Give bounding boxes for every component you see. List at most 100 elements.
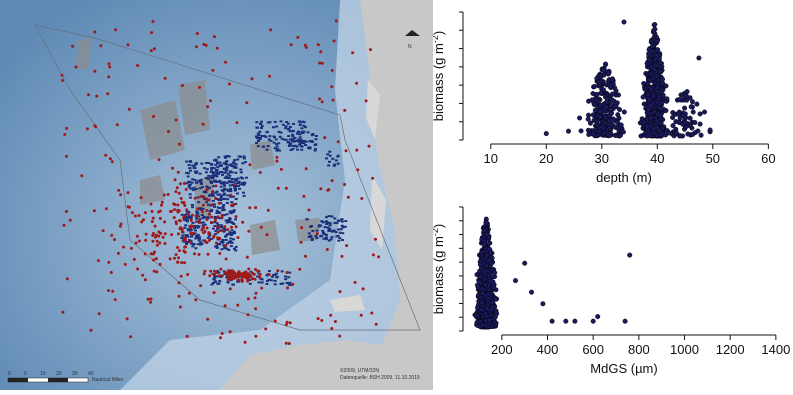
transect-segment xyxy=(214,245,218,248)
sampling-station xyxy=(64,210,68,213)
transect-segment xyxy=(211,177,215,180)
transect-segment xyxy=(230,229,234,232)
sampling-station xyxy=(228,330,232,334)
transect-segment xyxy=(226,233,229,236)
sampling-station xyxy=(186,212,190,216)
sampling-station xyxy=(65,126,69,130)
transect-segment xyxy=(328,222,332,225)
sampling-station xyxy=(220,332,224,335)
sampling-station xyxy=(316,43,320,47)
data-point xyxy=(697,121,703,127)
sampling-station xyxy=(226,228,230,232)
sampling-station xyxy=(331,98,335,102)
transect-segment xyxy=(330,236,334,239)
sampling-station xyxy=(162,193,166,197)
sampling-station xyxy=(351,51,355,55)
transect-segment xyxy=(211,172,215,175)
sampling-station xyxy=(189,226,193,230)
transect-segment xyxy=(324,238,328,241)
data-point xyxy=(482,276,488,282)
transect-segment xyxy=(202,167,206,170)
transect-segment xyxy=(256,132,260,135)
sampling-station xyxy=(170,233,174,237)
data-point xyxy=(649,43,655,49)
sampling-station xyxy=(151,216,155,220)
data-point xyxy=(658,68,664,74)
transect-segment xyxy=(199,241,203,244)
sampling-station xyxy=(108,157,112,161)
transect-segment xyxy=(268,121,272,124)
sampling-station xyxy=(151,20,155,23)
sampling-station xyxy=(129,335,133,339)
transect-segment xyxy=(218,161,222,164)
sampling-station xyxy=(276,269,280,273)
data-point xyxy=(609,91,615,97)
data-point xyxy=(488,278,494,284)
sampling-station xyxy=(94,125,98,129)
transect-segment xyxy=(216,162,219,165)
transect-segment xyxy=(187,164,191,166)
data-point xyxy=(483,311,489,317)
transect-segment xyxy=(235,185,239,187)
data-point xyxy=(657,128,663,134)
sampling-station xyxy=(227,271,231,275)
data-point xyxy=(676,97,682,103)
sampling-station xyxy=(323,136,327,140)
sampling-station xyxy=(184,245,188,249)
transect-segment xyxy=(259,122,263,125)
transect-segment xyxy=(213,217,217,220)
data-point xyxy=(597,79,603,85)
sampling-station xyxy=(245,255,249,259)
transect-segment xyxy=(221,239,225,242)
transect-segment xyxy=(201,195,205,198)
sampling-station xyxy=(355,148,359,152)
transect-segment xyxy=(332,229,336,232)
data-point xyxy=(621,109,627,115)
sampling-station xyxy=(247,229,251,233)
sampling-station xyxy=(234,225,238,229)
sampling-station xyxy=(232,202,236,206)
data-point xyxy=(512,278,518,284)
data-point xyxy=(479,307,485,313)
transect-segment xyxy=(225,221,229,224)
transect-segment xyxy=(220,224,223,227)
transect-segment xyxy=(295,140,299,143)
scale-label: 20 xyxy=(56,371,62,377)
transect-segment xyxy=(281,282,285,285)
transect-segment xyxy=(328,150,332,153)
transect-segment xyxy=(210,182,213,184)
transect-segment xyxy=(222,227,226,230)
sampling-station xyxy=(253,277,257,281)
data-point xyxy=(646,51,652,57)
transect-segment xyxy=(260,125,264,128)
transect-segment xyxy=(233,186,237,189)
transect-segment xyxy=(223,187,226,190)
sampling-station xyxy=(213,219,217,222)
transect-segment xyxy=(234,163,238,166)
transect-segment xyxy=(233,159,237,162)
sampling-station xyxy=(304,254,307,258)
transect-segment xyxy=(220,194,223,197)
transect-segment xyxy=(228,184,232,187)
sampling-station xyxy=(150,209,154,213)
transect-segment xyxy=(239,168,243,171)
sampling-station xyxy=(107,75,111,79)
sampling-station xyxy=(174,118,178,122)
transect-segment xyxy=(224,219,228,222)
transect-segment xyxy=(184,219,188,222)
data-point xyxy=(606,132,612,138)
sampling-station xyxy=(60,73,64,77)
sampling-station xyxy=(205,226,209,230)
data-point xyxy=(618,122,624,128)
sampling-station xyxy=(95,94,99,98)
transect-segment xyxy=(223,155,227,158)
transect-segment xyxy=(186,172,190,175)
transect-segment xyxy=(260,278,264,281)
transect-segment xyxy=(195,217,198,220)
sampling-station xyxy=(246,297,250,301)
transect-segment xyxy=(212,175,215,178)
x-tick-label: 40 xyxy=(650,151,664,166)
data-point xyxy=(707,127,713,133)
data-point xyxy=(687,115,693,121)
scale-unit: Nautical Miles xyxy=(92,377,124,383)
